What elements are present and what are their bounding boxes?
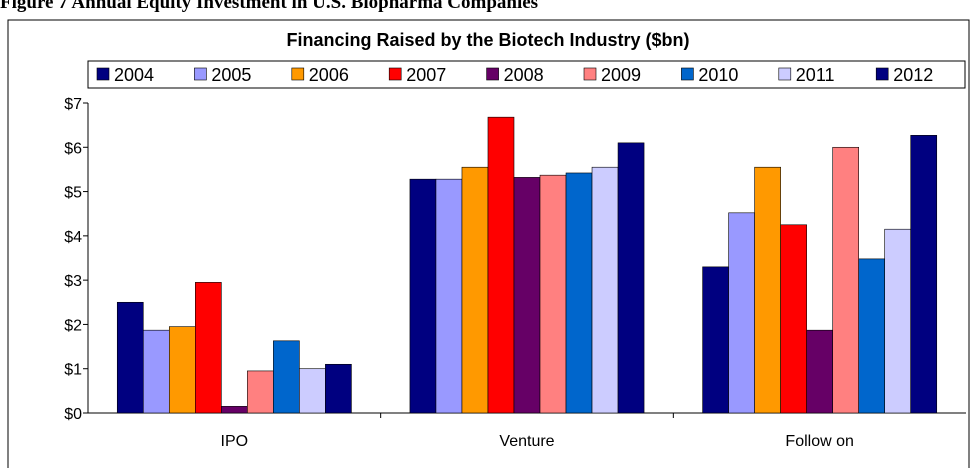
bar bbox=[461, 166, 489, 414]
bar bbox=[539, 174, 567, 414]
chart-title: Financing Raised by the Biotech Industry… bbox=[286, 30, 689, 50]
bar bbox=[247, 370, 274, 414]
legend-swatch bbox=[583, 67, 597, 81]
bar bbox=[591, 166, 619, 414]
bar bbox=[409, 178, 437, 414]
bar bbox=[754, 166, 781, 414]
bar bbox=[728, 212, 755, 414]
chart-border bbox=[7, 19, 970, 468]
bar bbox=[195, 282, 222, 414]
legend-swatch bbox=[875, 67, 889, 81]
legend-label: 2007 bbox=[406, 65, 446, 85]
legend-swatch bbox=[96, 67, 110, 81]
y-tick-label: $3 bbox=[64, 273, 82, 290]
legend-swatch bbox=[388, 67, 402, 81]
bar bbox=[299, 368, 326, 414]
bar bbox=[806, 329, 833, 414]
legend-swatch bbox=[291, 67, 305, 81]
legend-label: 2012 bbox=[893, 65, 933, 85]
legend-label: 2008 bbox=[504, 65, 544, 85]
legend-swatch bbox=[194, 67, 207, 81]
bar bbox=[273, 340, 300, 414]
bar bbox=[910, 135, 938, 414]
legend-swatch bbox=[681, 67, 694, 81]
bar bbox=[168, 326, 196, 414]
legend-swatch bbox=[778, 67, 792, 81]
legend-label: 2004 bbox=[114, 65, 154, 85]
legend-swatch bbox=[486, 67, 499, 81]
legend-label: 2009 bbox=[601, 65, 641, 85]
legend-label: 2011 bbox=[796, 65, 835, 85]
x-tick-label: Venture bbox=[499, 433, 554, 450]
y-tick-label: $4 bbox=[64, 229, 82, 246]
figure-caption: Figure 7 Annual Equity Investment in U.S… bbox=[0, 0, 538, 13]
legend-box bbox=[87, 60, 966, 89]
y-tick-label: $7 bbox=[64, 96, 82, 113]
bar bbox=[435, 178, 463, 414]
y-tick-label: $6 bbox=[64, 140, 82, 157]
y-tick-label: $2 bbox=[64, 317, 82, 334]
x-tick-label: IPO bbox=[221, 433, 249, 450]
bar bbox=[142, 329, 170, 414]
y-tick-label: $1 bbox=[64, 362, 82, 379]
bar bbox=[617, 142, 645, 414]
bar bbox=[116, 301, 144, 414]
x-tick-label: Follow on bbox=[785, 433, 853, 450]
y-tick-label: $0 bbox=[64, 406, 82, 423]
bar bbox=[702, 266, 729, 414]
legend-label: 2005 bbox=[211, 65, 251, 85]
bar bbox=[487, 116, 515, 414]
bar bbox=[780, 224, 807, 414]
bar bbox=[221, 406, 248, 414]
bar bbox=[832, 146, 859, 414]
legend-label: 2010 bbox=[698, 65, 738, 85]
y-tick-label: $5 bbox=[64, 185, 82, 202]
bar bbox=[884, 228, 912, 414]
bar bbox=[513, 177, 541, 414]
bar bbox=[325, 363, 352, 414]
bar bbox=[858, 258, 886, 414]
legend-label: 2006 bbox=[309, 65, 349, 85]
bar bbox=[565, 172, 593, 414]
